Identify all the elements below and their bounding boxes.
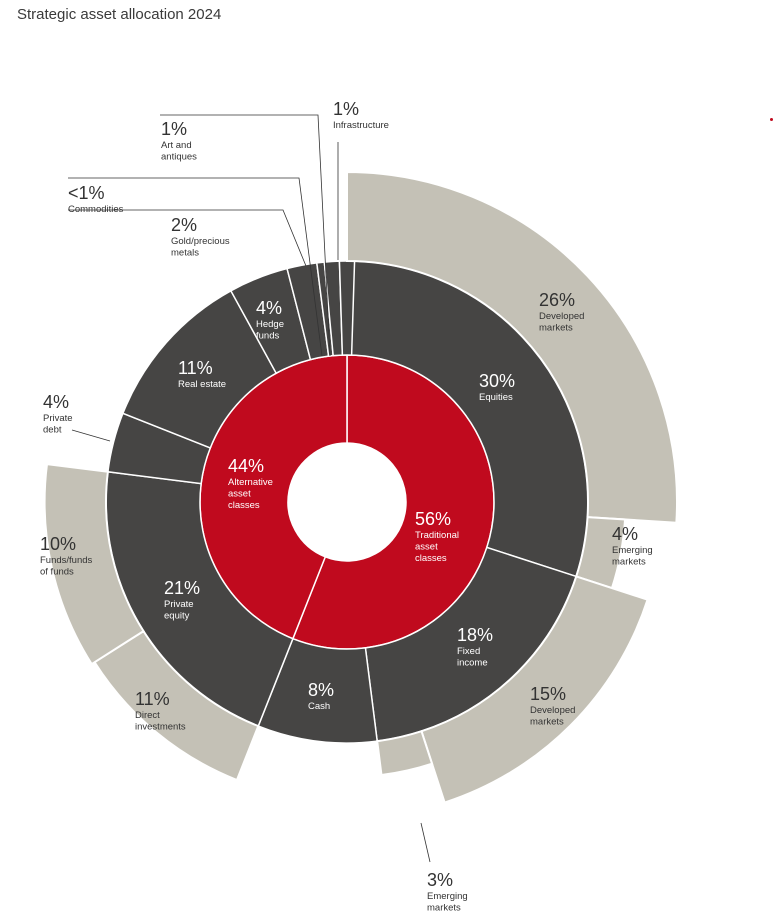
percent-label: 4% xyxy=(256,298,282,318)
category-label: markets xyxy=(612,557,646,568)
category-label: Developed xyxy=(539,311,584,322)
label-commodities: <1%Commodities xyxy=(68,183,124,215)
outer-slice-fixed-income-developed-markets xyxy=(420,575,649,804)
category-label: Emerging xyxy=(427,891,468,902)
category-label: Alternative xyxy=(228,477,273,488)
percent-label: 44% xyxy=(228,456,264,476)
percent-label: 15% xyxy=(530,684,566,704)
chart-title: Strategic asset allocation 2024 xyxy=(17,6,222,23)
category-label: Traditional xyxy=(415,530,459,541)
label-infrastructure: 1%Infrastructure xyxy=(333,99,389,131)
category-label: Hedge xyxy=(256,319,284,330)
leader-line xyxy=(68,177,323,357)
percent-label: 10% xyxy=(40,534,76,554)
category-label: Private xyxy=(164,599,194,610)
outer-slice-equities-developed-markets xyxy=(346,170,678,524)
percent-label: 4% xyxy=(43,392,69,412)
category-label: Fixed xyxy=(457,646,480,657)
percent-label: 18% xyxy=(457,625,493,645)
percent-label: 21% xyxy=(164,578,200,598)
percent-label: 56% xyxy=(415,509,451,529)
decorative-dot xyxy=(770,118,773,121)
category-label: investments xyxy=(135,722,186,733)
category-label: Developed xyxy=(530,705,575,716)
category-label: Cash xyxy=(308,701,330,712)
outer-slice-private-equity-direct-investments xyxy=(43,462,145,666)
label-cash: 8%Cash xyxy=(308,680,334,712)
percent-label: 11% xyxy=(178,358,213,378)
category-label: debt xyxy=(43,425,62,436)
category-label: Infrastructure xyxy=(333,120,389,131)
category-label: equity xyxy=(164,611,190,622)
percent-label: 1% xyxy=(161,119,187,139)
percent-label: 11% xyxy=(135,689,170,709)
category-label: asset xyxy=(228,489,251,500)
category-label: Commodities xyxy=(68,204,124,215)
category-label: Funds/funds xyxy=(40,555,93,566)
category-label: metals xyxy=(171,248,199,259)
outer-slice-fixed-income-emerging-markets xyxy=(376,729,434,777)
category-label: Equities xyxy=(479,392,513,403)
leader-line xyxy=(68,209,307,267)
label-real-estate: 11%Real estate xyxy=(178,358,226,390)
category-label: classes xyxy=(228,500,260,511)
percent-label: 1% xyxy=(333,99,359,119)
leader-line xyxy=(420,822,431,863)
percent-label: 8% xyxy=(308,680,334,700)
percent-label: <1% xyxy=(68,183,105,203)
category-label: of funds xyxy=(40,567,74,578)
category-label: funds xyxy=(256,331,279,342)
middle-slice-infrastructure xyxy=(338,260,356,356)
percent-label: 3% xyxy=(427,870,453,890)
category-label: Gold/precious xyxy=(171,236,230,247)
label-equities: 30%Equities xyxy=(479,371,515,403)
category-label: asset xyxy=(415,542,438,553)
category-label: markets xyxy=(530,717,564,728)
percent-label: 2% xyxy=(171,215,197,235)
category-label: markets xyxy=(427,903,461,914)
category-label: antiques xyxy=(161,152,197,163)
category-label: income xyxy=(457,658,488,669)
leader-line xyxy=(160,114,331,357)
category-label: classes xyxy=(415,553,447,564)
percent-label: 30% xyxy=(479,371,515,391)
percent-label: 26% xyxy=(539,290,575,310)
leader-line xyxy=(71,429,111,442)
category-label: Real estate xyxy=(178,379,226,390)
category-label: markets xyxy=(539,323,573,334)
category-label: Art and xyxy=(161,140,192,151)
category-label: Emerging xyxy=(612,545,653,556)
percent-label: 4% xyxy=(612,524,638,544)
center-hole xyxy=(288,443,406,561)
category-label: Direct xyxy=(135,710,160,721)
category-label: Private xyxy=(43,413,73,424)
